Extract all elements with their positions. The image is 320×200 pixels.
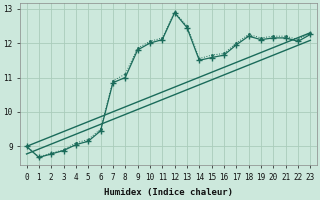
X-axis label: Humidex (Indice chaleur): Humidex (Indice chaleur): [104, 188, 233, 197]
